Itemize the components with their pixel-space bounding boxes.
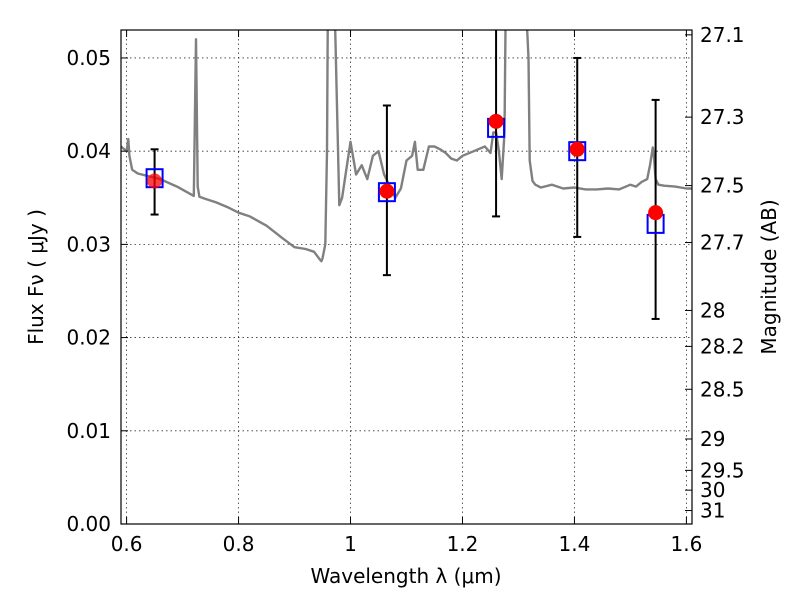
x-tick-label: 1.4 — [559, 532, 591, 556]
observed-point — [147, 173, 163, 189]
y-tick-label: 0.01 — [66, 419, 111, 443]
x-tick-label: 0.6 — [111, 532, 143, 556]
mag-tick-label: 28.2 — [700, 334, 745, 358]
x-tick-label: 1.2 — [447, 532, 479, 556]
y-tick-label: 0.02 — [66, 326, 111, 350]
plot-layer — [121, 30, 692, 320]
y-tick-label: 0.05 — [66, 46, 111, 70]
mag-tick-label: 27.5 — [700, 174, 745, 198]
right-axis-title: Magnitude (AB) — [757, 199, 781, 354]
mag-tick-label: 29.5 — [700, 458, 745, 482]
tick-layer: 0.6 0.8 1 1.2 1.4 1.6 0.00 0.01 0.02 0.03 0.04 0.05… — [66, 23, 744, 556]
mag-tick-label: 28 — [700, 298, 725, 322]
observed-point — [569, 141, 585, 157]
observed-point — [379, 183, 395, 199]
observed-point — [488, 113, 504, 129]
spectrum-line — [121, 30, 692, 263]
y-tick-label: 0.00 — [66, 512, 111, 536]
model-square — [377, 182, 396, 203]
mag-tick-label: 29 — [700, 427, 725, 451]
mag-tick-label: 27.3 — [700, 105, 745, 129]
mag-tick-label: 30 — [700, 478, 725, 502]
observed-point — [648, 205, 664, 221]
y-axis-title: Flux Fν ( μJy ) — [24, 209, 48, 345]
plot-frame — [120, 29, 693, 525]
x-tick-label: 0.8 — [223, 532, 255, 556]
y-tick-label: 0.03 — [66, 232, 111, 256]
mag-tick-label: 28.5 — [700, 377, 745, 401]
x-axis-title: Wavelength λ (μm) — [310, 564, 501, 588]
mag-tick-label: 31 — [700, 499, 725, 523]
y-tick-label: 0.04 — [66, 139, 111, 163]
mag-tick-label: 27.7 — [700, 231, 745, 255]
grid-layer — [121, 30, 692, 525]
x-tick-label: 1 — [344, 532, 357, 556]
mag-tick-label: 27.1 — [700, 23, 745, 47]
x-tick-label: 1.6 — [670, 532, 702, 556]
